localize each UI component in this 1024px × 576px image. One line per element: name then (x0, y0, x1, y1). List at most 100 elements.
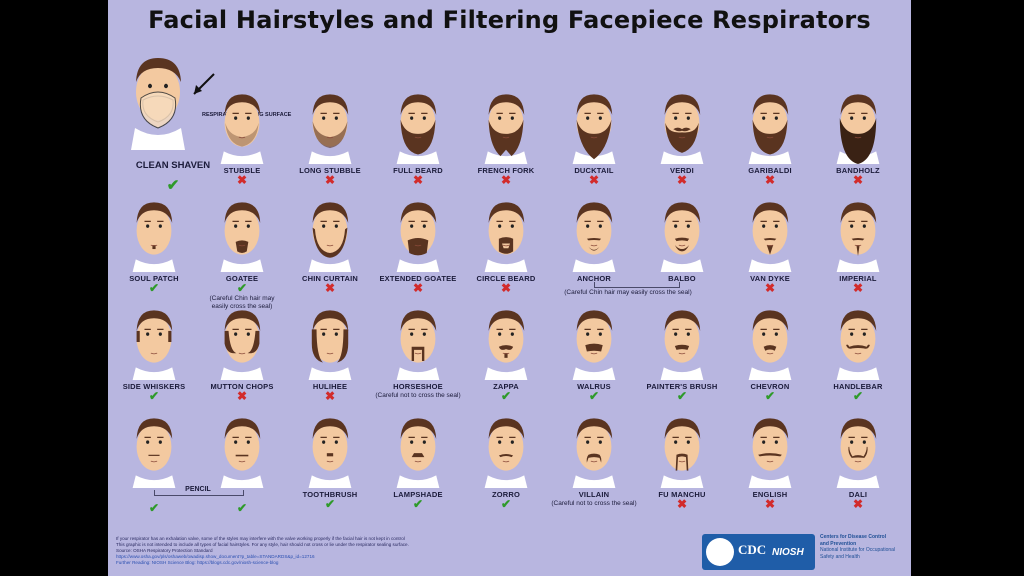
hairstyle-label: VILLAIN (578, 490, 610, 499)
face-illustration (396, 202, 440, 272)
face-illustration (748, 418, 792, 488)
cross-icon: ✖ (588, 173, 600, 187)
hairstyle-cell: SOUL PATCH ✔ (109, 196, 199, 306)
poster: Facial Hairstyles and Filtering Facepiec… (108, 0, 911, 576)
face-illustration (660, 418, 704, 488)
hairstyle-cell: HULIHEE ✖ (285, 304, 375, 414)
cross-icon: ✖ (236, 389, 248, 403)
check-icon: ✔ (500, 497, 512, 511)
hairstyle-label: WALRUS (577, 382, 611, 391)
hairstyle-cell: WALRUS ✔ (549, 304, 639, 414)
face-illustration (132, 418, 176, 488)
clean-shaven-face (131, 58, 185, 150)
hairstyle-cell: DUCKTAIL ✖ (549, 88, 639, 198)
check-icon: ✔ (236, 501, 248, 515)
hairstyle-cell: VAN DYKE ✖ (725, 196, 815, 306)
hairstyle-cell: FULL BEARD ✖ (373, 88, 463, 198)
hairstyle-cell: FRENCH FORK ✖ (461, 88, 551, 198)
check-icon: ✔ (148, 389, 160, 403)
hairstyle-cell: LONG STUBBLE ✖ (285, 88, 375, 198)
check-icon: ✔ (324, 497, 336, 511)
check-icon: ✔ (236, 281, 248, 295)
hairstyle-cell: CHIN CURTAIN ✖ (285, 196, 375, 306)
hairstyle-label: IMPERIAL (839, 274, 877, 283)
cross-icon: ✖ (412, 173, 424, 187)
hairstyle-label: HANDLEBAR (833, 382, 883, 391)
anchor-balbo-note: (Careful Chin hair may easily cross the … (564, 289, 692, 296)
hairstyle-label: FULL BEARD (393, 166, 443, 175)
hairstyle-cell: BANDHOLZ ✖ (813, 88, 903, 198)
check-icon: ✔ (676, 389, 688, 403)
hairstyle-cell: ENGLISH ✖ (725, 412, 815, 522)
face-illustration (748, 202, 792, 272)
face-illustration (572, 202, 616, 272)
hairstyle-cell: DALI ✖ (813, 412, 903, 522)
footer-notes: If your respirator has an exhalation val… (116, 536, 516, 566)
agency-line: Safety and Health (820, 553, 860, 560)
footer-link[interactable]: Further Reading: NIOSH Science Blog: htt… (116, 560, 279, 565)
face-illustration (748, 310, 792, 380)
hairstyle-label: SOUL PATCH (129, 274, 179, 283)
cross-icon: ✖ (852, 497, 864, 511)
niosh-logo-text: NIOSH (772, 547, 804, 558)
footer-line: Source: OSHA Respiratory Protection Stan… (116, 548, 213, 553)
hairstyle-label: BALBO (668, 274, 696, 283)
hairstyle-cell: VERDI ✖ (637, 88, 727, 198)
anchor-balbo-bracket (594, 282, 680, 288)
cross-icon: ✖ (500, 281, 512, 295)
face-illustration (132, 202, 176, 272)
face-illustration (484, 202, 528, 272)
hairstyle-cell: HANDLEBAR ✔ (813, 304, 903, 414)
face-illustration (308, 418, 352, 488)
face-illustration (484, 418, 528, 488)
hairstyle-cell: BALBO (637, 196, 727, 306)
face-illustration (132, 310, 176, 380)
cross-icon: ✖ (324, 173, 336, 187)
hairstyle-cell: ZAPPA ✔ (461, 304, 551, 414)
hairstyle-label: CHIN CURTAIN (301, 274, 358, 283)
face-illustration (308, 94, 352, 164)
hairstyle-cell: SIDE WHISKERS ✔ (109, 304, 199, 414)
cross-icon: ✖ (676, 173, 688, 187)
cross-icon: ✖ (852, 281, 864, 295)
hairstyle-note: (Careful Chin hair may easily cross the … (209, 295, 275, 310)
face-illustration (572, 418, 616, 488)
pencil-bracket (154, 490, 244, 496)
pencil-label: PENCIL (185, 486, 211, 493)
face-illustration (396, 94, 440, 164)
hairstyle-label: CHEVRON (750, 382, 790, 391)
hairstyle-cell: EXTENDED GOATEE ✖ (373, 196, 463, 306)
hairstyle-cell: GOATEE ✔ (Careful Chin hair may easily cro… (197, 196, 287, 310)
hairstyle-label: ENGLISH (752, 490, 788, 499)
face-illustration (572, 310, 616, 380)
face-illustration (220, 310, 264, 380)
hairstyle-cell: IMPERIAL ✖ (813, 196, 903, 306)
hairstyle-label: ZAPPA (493, 382, 519, 391)
hairstyle-cell: MUTTON CHOPS ✖ (197, 304, 287, 414)
hairstyle-cell: CIRCLE BEARD ✖ (461, 196, 551, 306)
check-icon: ✔ (764, 389, 776, 403)
hairstyle-label: VAN DYKE (750, 274, 790, 283)
hairstyle-note: (Careful not to cross the seal) (551, 500, 637, 507)
hairstyle-label: GARIBALDI (748, 166, 792, 175)
pointer-arrow-icon (193, 73, 215, 95)
face-illustration (660, 310, 704, 380)
page-title: Facial Hairstyles and Filtering Facepiec… (148, 6, 871, 34)
face-illustration (836, 94, 880, 164)
cross-icon: ✖ (324, 281, 336, 295)
face-illustration (308, 202, 352, 272)
hairstyle-label: TOOTHBRUSH (302, 490, 358, 499)
cross-icon: ✖ (852, 173, 864, 187)
face-illustration (220, 202, 264, 272)
face-illustration (836, 310, 880, 380)
clean-shaven-check-icon: ✔ (166, 177, 180, 194)
footer-link[interactable]: https://www.osha.gov/pls/oshaweb/owadisp… (116, 554, 315, 559)
agency-line: National Institute for Occupational (820, 547, 896, 553)
hairstyle-cell: FU MANCHU ✖ (637, 412, 727, 522)
face-illustration (396, 310, 440, 380)
hairstyle-label: FRENCH FORK (477, 166, 535, 175)
hairstyle-label: LONG STUBBLE (299, 166, 361, 175)
face-illustration (836, 418, 880, 488)
face-illustration (396, 418, 440, 488)
agency-line: Centers for Disease Control (820, 534, 887, 540)
